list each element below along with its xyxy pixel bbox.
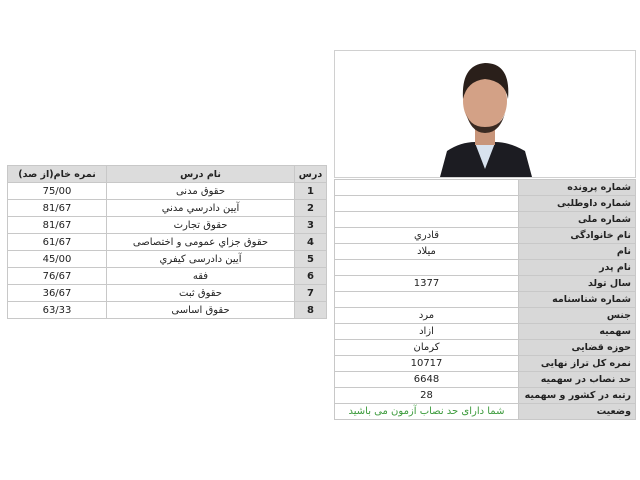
course-number-cell: 8 (294, 301, 327, 319)
info-label: جنس (518, 307, 636, 324)
info-value: قادري (334, 227, 519, 244)
info-row: قادري نام خانوادگی (334, 227, 636, 244)
header-score: نمره خام(از صد) (7, 165, 107, 183)
info-value (334, 291, 519, 308)
info-value (334, 259, 519, 276)
score-cell: 45/00 (7, 250, 107, 268)
score-cell: 81/67 (7, 199, 107, 217)
info-value (334, 195, 519, 212)
info-row: شماره ملی (334, 211, 636, 228)
course-name-cell: حقوق جزاي عمومی و اختصاصی (106, 233, 295, 251)
course-name-cell: فقه (106, 267, 295, 285)
info-label: سهمیه (518, 323, 636, 340)
course-number-cell: 3 (294, 216, 327, 234)
info-label: نام پدر (518, 259, 636, 276)
info-row: نام پدر (334, 259, 636, 276)
info-label: حد نصاب در سهمیه (518, 371, 636, 388)
info-label: نمره کل تراز نهایی (518, 355, 636, 372)
course-number-cell: 2 (294, 199, 327, 217)
info-value: 1377 (334, 275, 519, 292)
info-row: 10717 نمره کل تراز نهایی (334, 355, 636, 372)
score-cell: 63/33 (7, 301, 107, 319)
info-value: ازاد (334, 323, 519, 340)
info-row: شما دارای حد نصاب آزمون می باشید وضعیت (334, 403, 636, 420)
header-course: نام درس (106, 165, 295, 183)
table-row: 76/67 فقه 6 (7, 267, 327, 285)
info-row: میلاد نام (334, 243, 636, 260)
info-value: میلاد (334, 243, 519, 260)
info-value: 28 (334, 387, 519, 404)
info-row: مرد جنس (334, 307, 636, 324)
info-label: سال تولد (518, 275, 636, 292)
info-label: رتبه در کشور و سهمیه (518, 387, 636, 404)
info-row: شماره پرونده (334, 179, 636, 196)
info-row: 6648 حد نصاب در سهمیه (334, 371, 636, 388)
info-label: شماره ملی (518, 211, 636, 228)
info-label: شماره شناسنامه (518, 291, 636, 308)
info-value: 10717 (334, 355, 519, 372)
course-name-cell: حقوق مدنی (106, 182, 295, 200)
info-value: مرد (334, 307, 519, 324)
table-row: 61/67 حقوق جزاي عمومی و اختصاصی 4 (7, 233, 327, 251)
table-row: 75/00 حقوق مدنی 1 (7, 182, 327, 200)
score-cell: 76/67 (7, 267, 107, 285)
info-value: کرمان (334, 339, 519, 356)
status-value: شما دارای حد نصاب آزمون می باشید (334, 403, 519, 420)
course-name-cell: آيين دادرسی کيفري (106, 250, 295, 268)
candidate-info-table: شماره پرونده شماره داوطلبی شماره ملی قادري ن… (334, 179, 636, 420)
table-header: نمره خام(از صد) نام درس درس (7, 165, 327, 183)
table-row: 45/00 آيين دادرسی کيفري 5 (7, 250, 327, 268)
info-value (334, 179, 519, 196)
score-cell: 36/67 (7, 284, 107, 302)
info-label: حوزه قضایی (518, 339, 636, 356)
info-value: 6648 (334, 371, 519, 388)
header-number: درس (294, 165, 327, 183)
info-row: کرمان حوزه قضایی (334, 339, 636, 356)
candidate-photo (334, 50, 636, 178)
table-row: 36/67 حقوق ثبت 7 (7, 284, 327, 302)
table-row: 81/67 آیین دادرسي مدني 2 (7, 199, 327, 217)
course-number-cell: 6 (294, 267, 327, 285)
info-row: ازاد سهمیه (334, 323, 636, 340)
info-label: وضعیت (518, 403, 636, 420)
score-cell: 61/67 (7, 233, 107, 251)
info-label: شماره داوطلبی (518, 195, 636, 212)
info-row: شماره شناسنامه (334, 291, 636, 308)
course-name-cell: حقوق تجارت (106, 216, 295, 234)
course-number-cell: 1 (294, 182, 327, 200)
info-label: نام خانوادگی (518, 227, 636, 244)
course-number-cell: 5 (294, 250, 327, 268)
table-row: 81/67 حقوق تجارت 3 (7, 216, 327, 234)
info-row: 28 رتبه در کشور و سهمیه (334, 387, 636, 404)
score-cell: 75/00 (7, 182, 107, 200)
scores-table: نمره خام(از صد) نام درس درس 75/00 حقوق مد… (7, 165, 327, 319)
info-row: شماره داوطلبی (334, 195, 636, 212)
course-name-cell: حقوق ثبت (106, 284, 295, 302)
course-name-cell: حقوق اساسی (106, 301, 295, 319)
course-name-cell: آیین دادرسي مدني (106, 199, 295, 217)
info-label: نام (518, 243, 636, 260)
table-row: 63/33 حقوق اساسی 8 (7, 301, 327, 319)
course-number-cell: 7 (294, 284, 327, 302)
info-label: شماره پرونده (518, 179, 636, 196)
course-number-cell: 4 (294, 233, 327, 251)
info-row: 1377 سال تولد (334, 275, 636, 292)
info-value (334, 211, 519, 228)
score-cell: 81/67 (7, 216, 107, 234)
